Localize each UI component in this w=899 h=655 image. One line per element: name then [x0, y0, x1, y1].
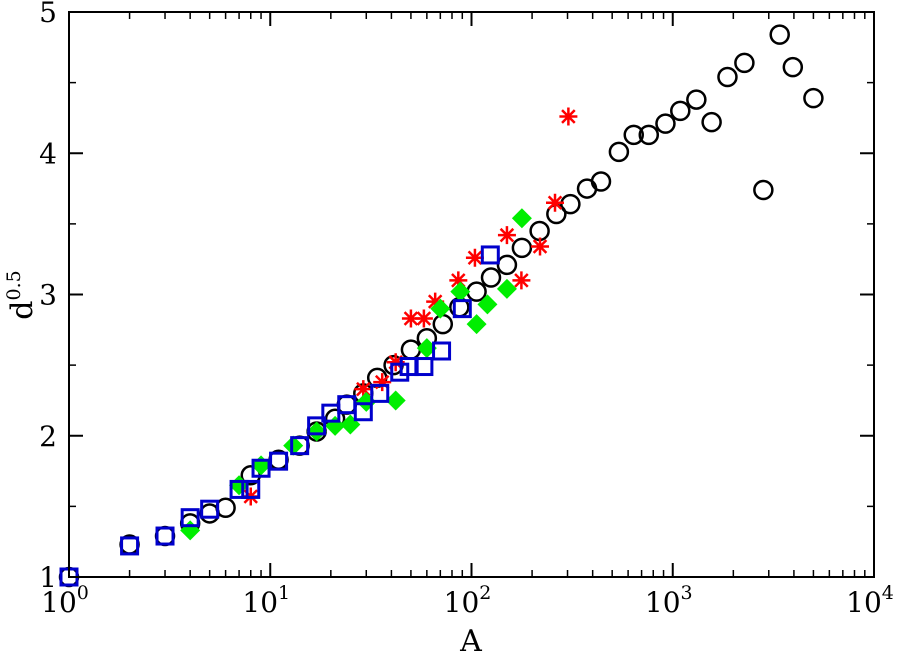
data-point-diamond [496, 278, 517, 299]
data-point-circle [670, 100, 691, 122]
data-point-square [452, 299, 472, 319]
data-point-circle [701, 111, 722, 133]
data-point-diamond [416, 338, 437, 359]
y-tick-label: 2 [39, 420, 57, 453]
y-tick-label: 5 [39, 0, 57, 29]
data-point-asterisk [354, 380, 373, 399]
y-tick-label: 4 [39, 137, 57, 170]
data-point-diamond [385, 390, 406, 411]
data-point-square [290, 436, 310, 456]
data-point-square [414, 357, 434, 377]
data-point-diamond [450, 281, 471, 302]
data-point-asterisk [414, 309, 433, 328]
x-tick-label-base: 10 [41, 586, 77, 619]
series-open-square [59, 245, 500, 587]
data-point-circle [496, 254, 518, 276]
data-point-circle [623, 124, 644, 146]
data-point-square [353, 402, 373, 422]
data-point-diamond [283, 435, 304, 456]
data-point-asterisk [449, 271, 468, 290]
data-point-circle [154, 525, 176, 547]
data-point-square [432, 341, 452, 361]
data-point-circle [590, 171, 612, 192]
data-point-circle [638, 124, 660, 146]
y-axis-label-exponent: 0.5 [3, 270, 25, 300]
data-point-circle [803, 87, 824, 109]
x-tick-label: 104 [846, 582, 894, 619]
data-point-square [200, 499, 220, 519]
data-point-square [229, 479, 249, 499]
x-tick-label: 100 [41, 582, 89, 619]
data-point-diamond [430, 298, 451, 319]
data-point-asterisk [559, 107, 578, 126]
data-point-asterisk [386, 353, 405, 372]
data-point-circle [769, 24, 790, 45]
data-point-asterisk [465, 248, 484, 267]
x-tick-label: 103 [645, 582, 693, 619]
y-axis-label-base: d [5, 301, 40, 320]
data-point-diamond [477, 294, 498, 315]
data-point-circle [753, 179, 774, 201]
data-point-circle [608, 141, 630, 163]
x-tick-label-exponent: 3 [681, 582, 693, 604]
data-point-circle [400, 339, 422, 360]
y-tick-label: 1 [39, 561, 57, 594]
x-tick-label-exponent: 0 [77, 582, 89, 604]
y-tick-label: 3 [39, 279, 57, 312]
x-tick-label-base: 10 [242, 586, 278, 619]
data-point-asterisk [531, 237, 550, 256]
x-tick-label: 101 [242, 582, 290, 619]
data-marks [58, 24, 824, 588]
data-point-square [241, 479, 261, 499]
data-point-asterisk [426, 292, 445, 311]
x-tick-label: 102 [444, 582, 492, 619]
data-point-square [370, 383, 390, 403]
data-point-circle [686, 89, 707, 110]
data-point-square [480, 245, 500, 265]
data-point-circle [734, 52, 755, 74]
data-point-asterisk [373, 373, 392, 392]
data-point-diamond [466, 314, 487, 335]
data-point-circle [336, 394, 358, 415]
data-point-circle [717, 66, 738, 88]
plot-area-frame [68, 11, 875, 578]
data-point-circle [782, 56, 804, 78]
data-point-circle [480, 267, 502, 288]
x-axis-label: A [459, 624, 482, 655]
data-point-circle [576, 178, 598, 199]
data-point-asterisk [512, 271, 531, 290]
y-axis-label: d0.5 [3, 270, 40, 319]
data-point-circle [560, 193, 581, 215]
data-point-circle [432, 313, 454, 335]
data-point-square [269, 451, 289, 471]
data-point-circle [529, 220, 550, 242]
data-point-diamond [306, 421, 327, 442]
data-point-square [251, 458, 271, 478]
data-point-square [120, 536, 140, 556]
x-tick-label-exponent: 2 [479, 582, 491, 604]
data-point-diamond [511, 208, 532, 229]
x-tick-label-base: 10 [846, 586, 882, 619]
data-point-asterisk [497, 226, 516, 245]
data-point-circle [655, 113, 676, 134]
data-point-asterisk [546, 193, 565, 212]
data-point-asterisk [401, 309, 420, 328]
x-tick-label-base: 10 [444, 586, 480, 619]
data-point-square [180, 508, 200, 528]
data-point-circle [215, 497, 236, 519]
series-asterisk [241, 107, 578, 506]
data-point-circle [511, 237, 533, 259]
data-point-square [307, 416, 327, 436]
x-tick-label-exponent: 4 [882, 582, 894, 604]
x-tick-label-exponent: 1 [278, 582, 290, 604]
x-tick-label-base: 10 [645, 586, 681, 619]
data-point-square [155, 526, 175, 546]
